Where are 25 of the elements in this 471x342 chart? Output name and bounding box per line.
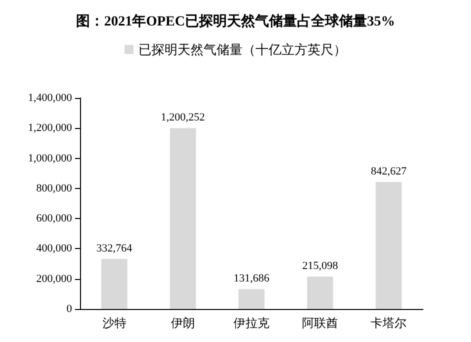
x-tick-label: 沙特: [102, 316, 126, 330]
y-tick-label: 200,000: [36, 272, 72, 285]
y-tick-label: 1,400,000: [28, 92, 72, 104]
chart-title: 图：2021年OPEC已探明天然气储量占全球储量35%: [76, 14, 395, 30]
bar: [170, 128, 196, 309]
y-tick-label: 1,000,000: [28, 152, 72, 164]
bar: [101, 258, 128, 309]
legend-label: 已探明天然气储量（十亿立方英尺）: [138, 42, 346, 57]
y-tick-label: 800,000: [36, 182, 72, 194]
data-label: 1,200,252: [160, 112, 205, 124]
data-label: 131,686: [234, 272, 270, 285]
bar: [307, 276, 334, 309]
bar: [238, 289, 265, 309]
y-tick-label: 600,000: [36, 212, 72, 225]
y-tick-label: 400,000: [36, 242, 72, 255]
x-tick-label: 伊朗: [170, 316, 195, 330]
y-tick-label: 1,200,000: [28, 122, 72, 134]
x-tick-label: 阿联酋: [302, 316, 338, 330]
data-label: 842,627: [370, 166, 408, 178]
bar: [376, 182, 402, 309]
data-label: 215,098: [302, 260, 338, 272]
data-label: 332,764: [96, 242, 133, 254]
y-tick-label: 0: [66, 303, 72, 315]
x-tick-label: 卡塔尔: [370, 316, 407, 330]
x-tick-label: 伊拉克: [234, 316, 270, 330]
